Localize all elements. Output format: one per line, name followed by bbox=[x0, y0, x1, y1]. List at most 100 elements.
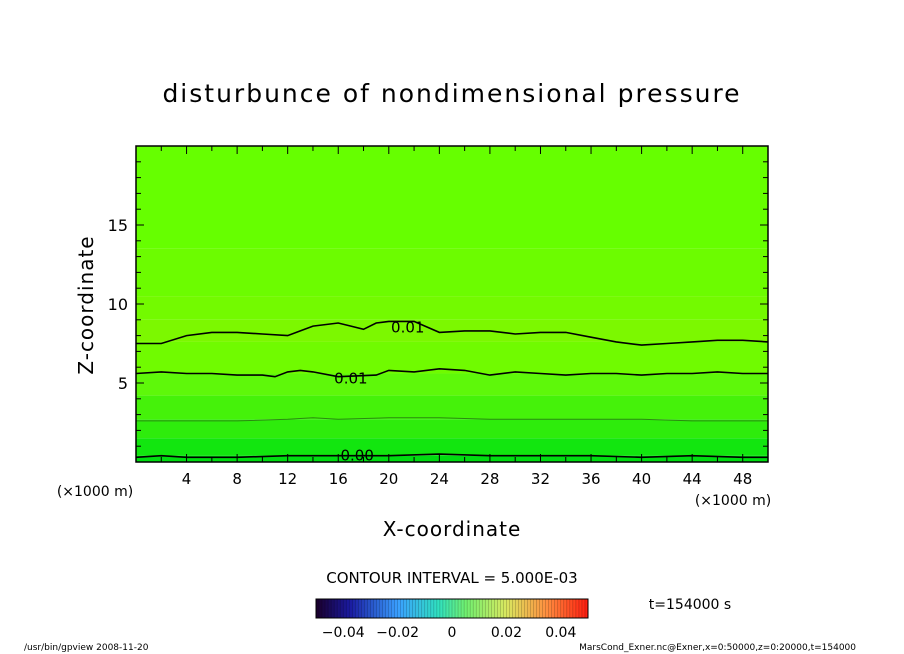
colorbar-segment bbox=[415, 599, 420, 618]
colorbar-segment bbox=[394, 599, 398, 618]
colorbar-tick-label: 0.04 bbox=[545, 625, 576, 641]
colorbar-segment bbox=[584, 599, 589, 618]
colorbar-segment bbox=[403, 599, 408, 618]
colorbar-segment bbox=[376, 599, 380, 618]
footer-right: MarsCond_Exner.nc@Exner,x=0:50000,z=0:20… bbox=[579, 643, 856, 653]
colorbar-segment bbox=[548, 599, 553, 618]
colorbar-segment bbox=[545, 599, 550, 618]
contour-interval-text: CONTOUR INTERVAL = 5.000E-03 bbox=[326, 569, 577, 587]
colorbar-segment bbox=[397, 599, 402, 618]
x-tick-label: 16 bbox=[329, 470, 348, 488]
colorbar-segment bbox=[476, 599, 480, 618]
colorbar-segment bbox=[391, 599, 395, 618]
colorbar-segment bbox=[518, 599, 522, 618]
fill-band bbox=[136, 455, 768, 462]
colorbar-segment bbox=[448, 599, 453, 618]
colorbar-segment bbox=[506, 599, 510, 618]
colorbar-segment bbox=[494, 599, 498, 618]
colorbar-segment bbox=[373, 599, 377, 618]
colorbar-segment bbox=[569, 599, 574, 618]
colorbar-tick-label: −0.04 bbox=[322, 625, 365, 641]
colorbar-segment bbox=[527, 599, 531, 618]
colorbar-segment bbox=[470, 599, 474, 618]
colorbar-segment bbox=[467, 599, 471, 618]
contour-line bbox=[136, 417, 768, 422]
colorbar-segment bbox=[491, 599, 495, 618]
x-unit-right: (×1000 m) bbox=[695, 493, 771, 509]
colorbar-segment bbox=[557, 599, 562, 618]
y-axis-label: Z-coordinate bbox=[74, 235, 98, 374]
x-unit-left: (×1000 m) bbox=[57, 484, 133, 500]
colorbar-ticks: −0.04 −0.02 0 0.02 0.04 bbox=[322, 625, 577, 641]
y-tick-label: 10 bbox=[108, 295, 128, 314]
colorbar-segment bbox=[367, 599, 371, 618]
colorbar-segment bbox=[334, 599, 338, 618]
colorbar-segment bbox=[412, 599, 417, 618]
colorbar-segment bbox=[424, 599, 429, 618]
colorbar-segment bbox=[521, 599, 525, 618]
x-tick-label: 24 bbox=[430, 470, 449, 488]
colorbar-segment bbox=[512, 599, 516, 618]
colorbar-segment bbox=[352, 599, 356, 618]
chart-title: disturbunce of nondimensional pressure bbox=[162, 79, 741, 108]
colorbar-segment bbox=[382, 599, 386, 618]
colorbar-segment bbox=[566, 599, 571, 618]
colorbar-segment bbox=[533, 599, 538, 618]
colorbar-segment bbox=[554, 599, 559, 618]
colorbar-tick-label: 0 bbox=[448, 625, 457, 641]
colorbar-segment bbox=[349, 599, 353, 618]
contour-label: 0.00 bbox=[340, 447, 373, 465]
colorbar-segment bbox=[445, 599, 450, 618]
colorbar-segment bbox=[479, 599, 483, 618]
colorbar-segment bbox=[343, 599, 347, 618]
colorbar-segment bbox=[539, 599, 544, 618]
colorbar-segment bbox=[461, 599, 465, 618]
x-tick-label: 44 bbox=[683, 470, 702, 488]
contour-fill-bands bbox=[136, 146, 768, 462]
x-tick-label: 40 bbox=[632, 470, 651, 488]
colorbar-segment bbox=[322, 599, 326, 618]
fill-band bbox=[136, 438, 768, 456]
colorbar-segment bbox=[421, 599, 426, 618]
fill-band bbox=[136, 296, 768, 320]
colorbar-segment bbox=[442, 599, 447, 618]
colorbar-segment bbox=[361, 599, 365, 618]
colorbar-segment bbox=[575, 599, 580, 618]
colorbar-segment bbox=[542, 599, 547, 618]
time-label: t=154000 s bbox=[649, 597, 731, 613]
colorbar-segment bbox=[325, 599, 329, 618]
x-tick-label: 28 bbox=[480, 470, 499, 488]
y-tick-label: 15 bbox=[108, 216, 128, 235]
colorbar-segment bbox=[572, 599, 577, 618]
colorbar-segment bbox=[331, 599, 335, 618]
x-tick-label: 36 bbox=[581, 470, 600, 488]
x-tick-label: 48 bbox=[733, 470, 752, 488]
colorbar-segment bbox=[385, 599, 389, 618]
contour-line bbox=[136, 320, 769, 346]
fill-band bbox=[136, 373, 768, 396]
colorbar-segment bbox=[455, 599, 459, 618]
colorbar-segment bbox=[509, 599, 513, 618]
colorbar-segment bbox=[406, 599, 411, 618]
colorbar-segment bbox=[400, 599, 405, 618]
y-axis-ticks: 5 10 15 bbox=[108, 161, 768, 447]
colorbar-tick-label: 0.02 bbox=[491, 625, 522, 641]
x-axis-ticks: 4 8 12 16 20 24 28 32 36 40 44 48 bbox=[160, 146, 752, 488]
colorbar-segment bbox=[358, 599, 362, 618]
colorbar-segment bbox=[379, 599, 383, 618]
colorbar-segment bbox=[581, 599, 586, 618]
colorbar-segment bbox=[482, 599, 486, 618]
x-tick-label: 8 bbox=[232, 470, 242, 488]
colorbar-segment bbox=[485, 599, 489, 618]
colorbar-segment bbox=[497, 599, 501, 618]
colorbar-segment bbox=[563, 599, 568, 618]
colorbar-segment bbox=[337, 599, 341, 618]
colorbar-segment bbox=[388, 599, 392, 618]
colorbar-tick-label: −0.02 bbox=[376, 625, 419, 641]
colorbar-segment bbox=[370, 599, 374, 618]
fill-band bbox=[136, 419, 768, 439]
colorbar-segment bbox=[452, 599, 456, 618]
colorbar-segment bbox=[500, 599, 504, 618]
colorbar-segment bbox=[488, 599, 492, 618]
